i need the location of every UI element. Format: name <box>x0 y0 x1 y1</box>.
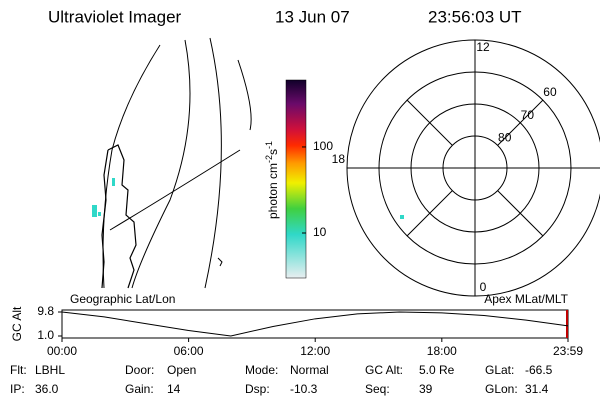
polar-diagonal <box>406 190 453 237</box>
y-tick-label: 9.8 <box>37 304 54 318</box>
polar-diagonal <box>406 99 453 146</box>
colorbar-tick-label: 10 <box>313 225 327 239</box>
mlt-label: 12 <box>476 40 490 54</box>
aurora-speckles <box>92 178 404 219</box>
status-label: Seq: <box>365 382 390 396</box>
left-panel-label: Geographic Lat/Lon <box>70 292 175 306</box>
status-label: Mode: <box>245 363 278 377</box>
status-label: Dsp: <box>245 382 270 396</box>
y-axis-label: GC Alt <box>10 306 24 341</box>
status-value: 14 <box>167 382 181 396</box>
status-label: Gain: <box>125 382 154 396</box>
time: 23:56:03 UT <box>428 7 522 26</box>
polar-diagonal <box>497 190 544 237</box>
colorbar <box>285 79 307 279</box>
status-value: 39 <box>419 382 433 396</box>
status-label: GC Alt: <box>365 363 403 377</box>
colorbar-label: photon cm-2s-1 <box>264 141 280 219</box>
mlt-label: 18 <box>332 152 346 166</box>
x-tick-label: 06:00 <box>174 344 204 358</box>
colorbar-tick-label: 100 <box>313 139 333 153</box>
status-value: Open <box>167 363 196 377</box>
x-tick-label: 00:00 <box>47 344 77 358</box>
status-value: -10.3 <box>290 382 318 396</box>
title: Ultraviolet Imager <box>48 7 182 26</box>
geo-map <box>101 37 252 289</box>
status-value: Normal <box>290 363 329 377</box>
timeseries-frame <box>61 309 569 339</box>
status-label: GLon: <box>485 382 518 396</box>
lat-ring-label: 60 <box>543 85 557 99</box>
status-label: Door: <box>125 363 154 377</box>
polar-diagonal <box>497 99 544 146</box>
y-tick-label: 1.0 <box>37 328 54 342</box>
date: 13 Jun 07 <box>275 7 350 26</box>
status-value: -66.5 <box>525 363 553 377</box>
right-panel-label: Apex MLat/MLT <box>484 292 568 306</box>
status-label: Flt: <box>10 363 27 377</box>
status-value: 5.0 Re <box>419 363 455 377</box>
status-label: GLat: <box>485 363 514 377</box>
gc-alt-line <box>61 311 569 337</box>
status-value: 31.4 <box>525 382 549 396</box>
x-tick-label: 23:59 <box>553 344 583 358</box>
status-label: IP: <box>10 382 25 396</box>
x-tick-label: 18:00 <box>427 344 457 358</box>
x-tick-label: 12:00 <box>300 344 330 358</box>
mlt-label: 0 <box>480 280 487 294</box>
status-value: 36.0 <box>35 382 59 396</box>
status-value: LBHL <box>35 363 65 377</box>
